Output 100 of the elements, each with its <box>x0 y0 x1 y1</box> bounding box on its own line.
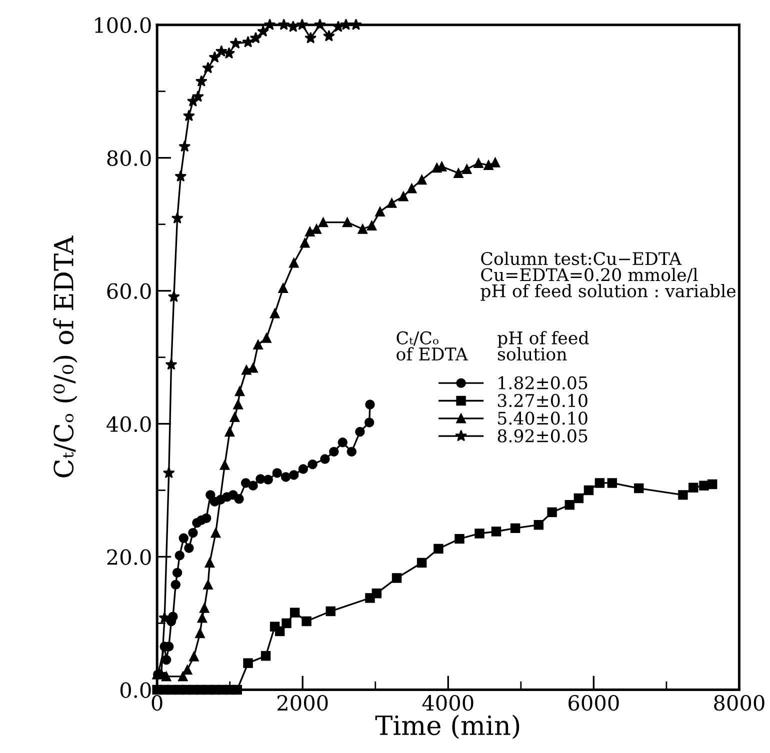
point <box>318 217 328 228</box>
point <box>270 308 280 318</box>
point <box>262 333 272 343</box>
point <box>172 568 182 578</box>
point <box>171 212 184 224</box>
point <box>230 412 240 422</box>
point <box>346 446 357 457</box>
point <box>707 479 718 490</box>
point <box>484 160 494 170</box>
point <box>304 32 317 44</box>
y-tick-label: 0.0 <box>120 682 151 698</box>
point <box>300 238 310 248</box>
point <box>202 62 214 74</box>
point <box>243 658 253 668</box>
point <box>233 400 243 410</box>
point <box>490 158 500 168</box>
point <box>454 168 464 178</box>
point <box>364 418 374 428</box>
point <box>174 170 187 182</box>
y-tick-label: 60.0 <box>107 283 151 300</box>
point <box>242 365 252 375</box>
point <box>416 558 427 568</box>
point <box>289 470 299 480</box>
point <box>195 628 205 638</box>
point <box>332 20 344 32</box>
point <box>210 528 221 538</box>
point <box>326 606 336 616</box>
point <box>289 258 299 268</box>
annotation: pH of feed solution <box>498 331 589 361</box>
point <box>416 174 427 185</box>
point <box>178 533 188 544</box>
point <box>574 493 584 504</box>
y-tick-label: 20.0 <box>107 549 151 565</box>
point <box>308 459 318 470</box>
point <box>699 480 709 490</box>
point <box>278 18 290 30</box>
point <box>375 206 385 217</box>
x-tick-label: 2000 <box>278 694 328 711</box>
point <box>322 30 335 42</box>
y-tick-label: 80.0 <box>107 150 151 166</box>
point <box>510 523 520 534</box>
legend-label: 8.92±0.05 <box>498 429 588 442</box>
point <box>248 480 258 490</box>
point <box>234 494 244 504</box>
y-tick-label: 100.0 <box>95 17 151 34</box>
point <box>305 226 315 236</box>
annotation: Cₜ/Cₒ of EDTA <box>396 331 468 361</box>
point <box>372 588 382 598</box>
annotation: Column test:Cu−EDTA Cu=EDTA=0.20 mmole/l pH of feed solution : variable <box>480 252 736 301</box>
point <box>168 290 180 302</box>
point <box>256 474 266 484</box>
point <box>223 47 236 59</box>
point <box>312 224 322 234</box>
point <box>232 684 242 695</box>
point <box>203 580 213 590</box>
legend-label: 1.82±0.05 <box>498 376 588 390</box>
point <box>200 603 210 613</box>
point <box>161 654 172 665</box>
y-axis-title: Cₜ/Cₒ (⁰/₀) of EDTA <box>53 236 78 478</box>
point <box>365 400 375 410</box>
point <box>282 618 292 628</box>
point <box>230 37 242 49</box>
point <box>398 192 408 202</box>
point <box>342 217 352 228</box>
x-axis-title: Time (min) <box>375 714 520 739</box>
point <box>174 550 184 560</box>
point <box>491 526 502 536</box>
point <box>462 164 472 174</box>
point <box>250 32 262 44</box>
point <box>168 612 178 622</box>
point <box>182 664 192 675</box>
y-tick-label: 40.0 <box>106 416 151 432</box>
point <box>358 224 368 234</box>
x-tick-label: 6000 <box>568 694 619 711</box>
point <box>189 652 199 662</box>
point <box>290 608 300 618</box>
point <box>215 45 228 57</box>
legend-label: 3.27±0.10 <box>498 394 588 408</box>
point <box>296 18 308 30</box>
point <box>220 460 230 470</box>
point <box>454 534 464 544</box>
point <box>287 20 300 32</box>
point <box>278 283 288 294</box>
point <box>547 507 557 518</box>
point <box>474 528 484 538</box>
point <box>206 490 216 500</box>
point <box>340 18 352 30</box>
point <box>178 140 191 152</box>
point <box>197 613 208 623</box>
point <box>329 446 339 457</box>
point <box>607 478 618 488</box>
point <box>234 386 245 396</box>
point <box>634 483 644 494</box>
point <box>272 468 282 478</box>
point <box>392 573 402 583</box>
point <box>338 438 348 448</box>
point <box>406 184 417 194</box>
point <box>280 472 291 482</box>
point <box>188 528 198 538</box>
point <box>274 626 285 636</box>
